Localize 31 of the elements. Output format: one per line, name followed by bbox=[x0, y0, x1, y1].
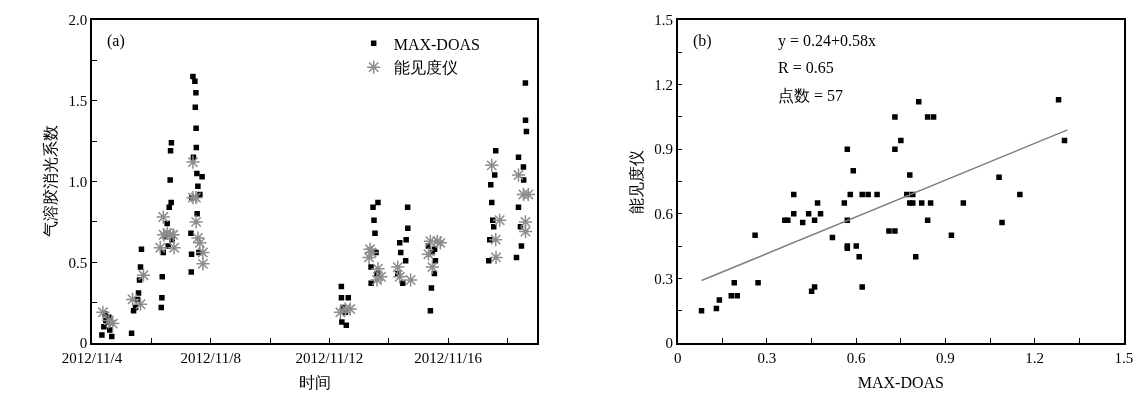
y-tick-label: 1.5 bbox=[68, 93, 88, 109]
y-axis-title: 气溶胶消光系数 bbox=[41, 125, 59, 238]
y-tick-label: 1.2 bbox=[654, 76, 673, 93]
y-tick-label: 0 bbox=[665, 335, 673, 352]
y-tick-label: 1.0 bbox=[68, 173, 88, 190]
legend-label: 能见度仪 bbox=[393, 59, 458, 77]
x-axis-title: MAX-DOAS bbox=[857, 373, 944, 391]
annotation: 点数 = 57 bbox=[778, 87, 844, 104]
x-tick-label: 2012/11/4 bbox=[61, 349, 123, 366]
annotation: (b) bbox=[693, 32, 712, 50]
x-tick-label: 2012/11/8 bbox=[180, 349, 241, 366]
y-axis-title: 能见度仪 bbox=[627, 149, 645, 214]
x-tick-label: 0.3 bbox=[757, 349, 777, 366]
annotation: R = 0.65 bbox=[778, 59, 834, 76]
annotation: (a) bbox=[107, 32, 125, 50]
y-tick-label: 0.5 bbox=[68, 254, 88, 271]
x-tick-label: 0.9 bbox=[936, 349, 955, 366]
y-tick-label: 0 bbox=[79, 335, 88, 352]
x-tick-label: 2012/11/16 bbox=[414, 349, 483, 366]
y-tick-label: 0.6 bbox=[654, 206, 674, 223]
annotation: y = 0.24+0.58x bbox=[778, 32, 877, 50]
x-tick-label: 1.2 bbox=[1025, 349, 1045, 366]
x-axis-title: 时间 bbox=[298, 373, 331, 391]
x-tick-label: 1.5 bbox=[1114, 349, 1134, 366]
x-tick-label: 2012/11/12 bbox=[295, 349, 364, 366]
x-tick-label: 0.6 bbox=[846, 349, 867, 366]
y-tick-label: 0.3 bbox=[654, 270, 673, 287]
y-tick-label: 1.5 bbox=[654, 12, 673, 29]
y-tick-label: 0.9 bbox=[654, 141, 673, 158]
legend-label: MAX-DOAS bbox=[393, 35, 480, 53]
y-tick-label: 2.0 bbox=[68, 12, 88, 29]
